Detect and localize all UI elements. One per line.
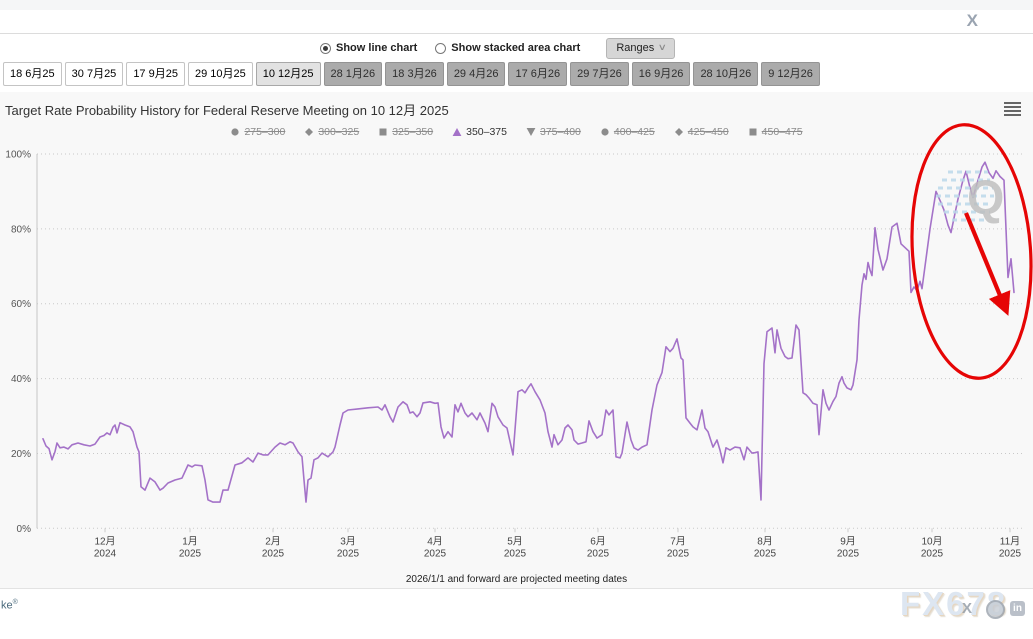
line-chart-radio-option[interactable]: Show line chart bbox=[320, 42, 417, 54]
svg-text:0%: 0% bbox=[17, 524, 32, 535]
circle-marker-icon bbox=[601, 128, 609, 136]
svg-text:60%: 60% bbox=[11, 299, 31, 310]
chart-footnote: 2026/1/1 and forward are projected meeti… bbox=[405, 574, 628, 585]
meeting-date-tab[interactable]: 29 10月25 bbox=[187, 62, 253, 86]
svg-text:11月: 11月 bbox=[1000, 535, 1020, 547]
square-marker-icon bbox=[749, 128, 757, 136]
meeting-date-tab[interactable]: 28 10月26 bbox=[693, 62, 759, 86]
circle-marker-icon bbox=[231, 128, 240, 136]
svg-text:7月: 7月 bbox=[670, 535, 686, 547]
stacked-area-radio[interactable] bbox=[435, 42, 447, 54]
square-marker-icon bbox=[379, 128, 387, 136]
ranges-dropdown-label: Ranges bbox=[616, 41, 655, 54]
legend-item[interactable]: 325–350 bbox=[378, 126, 433, 138]
line-chart-radio-label: Show line chart bbox=[336, 42, 418, 54]
legend-label: 425–450 bbox=[687, 126, 729, 138]
svg-text:80%: 80% bbox=[11, 224, 31, 235]
stacked-area-radio-label: Show stacked area chart bbox=[451, 42, 581, 54]
meeting-date-tab[interactable]: 10 12月25 bbox=[255, 62, 321, 86]
probability-chart-svg: 0%20%40%60%80%100%12月20241月20252月20253月2… bbox=[5, 123, 1033, 559]
svg-text:2025: 2025 bbox=[424, 548, 447, 559]
circle-social-icon bbox=[986, 600, 1005, 619]
svg-text:20%: 20% bbox=[11, 449, 31, 460]
close-icon[interactable]: X bbox=[966, 11, 978, 30]
partial-brand-text: ke® bbox=[1, 599, 18, 612]
diamond-marker-icon bbox=[674, 128, 683, 136]
svg-text:10月: 10月 bbox=[921, 535, 942, 547]
svg-text:2025: 2025 bbox=[921, 548, 944, 559]
meeting-date-tab[interactable]: 9 12月26 bbox=[761, 62, 820, 86]
triangle-up-marker-icon bbox=[452, 128, 462, 136]
q-watermark: Q bbox=[967, 172, 1004, 225]
legend-label: 325–350 bbox=[392, 126, 434, 138]
meeting-date-tab[interactable]: 18 3月26 bbox=[385, 62, 444, 86]
chevron-down-icon: ∨ bbox=[657, 42, 668, 52]
legend-label: 400–425 bbox=[613, 126, 655, 138]
svg-text:8月: 8月 bbox=[757, 535, 773, 547]
svg-text:100%: 100% bbox=[5, 150, 31, 161]
svg-text:2025: 2025 bbox=[179, 548, 202, 559]
svg-text:2025: 2025 bbox=[504, 548, 527, 559]
svg-text:2025: 2025 bbox=[262, 548, 285, 559]
chart-panel: Target Rate Probability History for Fede… bbox=[0, 92, 1033, 589]
annotation-arrow bbox=[964, 212, 1011, 316]
svg-text:2025: 2025 bbox=[837, 548, 860, 559]
x-social-icon: X bbox=[962, 600, 973, 617]
svg-text:4月: 4月 bbox=[427, 535, 443, 547]
legend-item[interactable]: 400–425 bbox=[600, 126, 655, 138]
legend-item[interactable]: 375–400 bbox=[526, 126, 581, 138]
linkedin-icon: in bbox=[1010, 601, 1025, 616]
top-strip bbox=[0, 0, 1033, 10]
ranges-dropdown[interactable]: Ranges ∨ bbox=[606, 37, 675, 59]
meeting-date-tab[interactable]: 17 9月25 bbox=[126, 62, 185, 86]
legend-label: 275–300 bbox=[244, 126, 286, 138]
svg-text:2025: 2025 bbox=[754, 548, 777, 559]
annotation-ellipse bbox=[910, 123, 1033, 380]
meeting-date-tab[interactable]: 29 7月26 bbox=[570, 62, 629, 86]
meeting-date-tab[interactable]: 30 7月25 bbox=[64, 62, 124, 86]
legend-item[interactable]: 450–475 bbox=[748, 126, 803, 138]
svg-text:5月: 5月 bbox=[507, 535, 523, 547]
legend-label: 350–375 bbox=[466, 126, 507, 138]
hamburger-menu-icon[interactable] bbox=[1004, 102, 1021, 118]
diamond-marker-icon bbox=[305, 128, 314, 136]
meeting-date-tab[interactable]: 28 1月26 bbox=[323, 62, 383, 86]
meeting-date-tab[interactable]: 17 6月26 bbox=[508, 62, 568, 86]
legend-item[interactable]: 300–325 bbox=[304, 126, 359, 138]
legend-item[interactable]: 425–450 bbox=[674, 126, 729, 138]
triangle-down-marker-icon bbox=[526, 128, 536, 136]
svg-text:2025: 2025 bbox=[999, 548, 1022, 559]
stacked-area-radio-option[interactable]: Show stacked area chart bbox=[435, 42, 580, 54]
legend-label: 375–400 bbox=[540, 126, 581, 138]
svg-text:12月: 12月 bbox=[94, 535, 115, 547]
svg-text:2025: 2025 bbox=[337, 548, 360, 559]
meeting-date-tabs: 18 6月25 30 7月25 17 9月25 29 10月25 10 12月25 28 … bbox=[3, 62, 820, 86]
legend-label: 300–325 bbox=[318, 126, 360, 138]
legend-label: 450–475 bbox=[761, 126, 803, 138]
svg-text:6月: 6月 bbox=[590, 535, 606, 547]
meeting-date-tab[interactable]: 18 6月25 bbox=[3, 62, 62, 86]
svg-text:1月: 1月 bbox=[182, 535, 198, 547]
legend-item[interactable]: 275–300 bbox=[230, 126, 285, 138]
chart-title: Target Rate Probability History for Fede… bbox=[5, 103, 449, 118]
svg-text:2024: 2024 bbox=[94, 548, 117, 559]
svg-text:9月: 9月 bbox=[840, 535, 856, 547]
svg-text:2025: 2025 bbox=[667, 548, 690, 559]
svg-text:2025: 2025 bbox=[587, 548, 610, 559]
svg-text:3月: 3月 bbox=[340, 535, 356, 547]
svg-text:40%: 40% bbox=[11, 374, 31, 385]
svg-text:2月: 2月 bbox=[265, 535, 281, 547]
line-chart-radio[interactable] bbox=[320, 42, 331, 54]
meeting-date-tab[interactable]: 16 9月26 bbox=[631, 62, 691, 86]
chart-legend: 275–300 300–325 325–350 350–375 375–400 400–4… bbox=[0, 126, 1033, 138]
header-divider bbox=[0, 33, 1033, 34]
legend-item[interactable]: 350–375 bbox=[452, 126, 507, 138]
meeting-date-tab[interactable]: 29 4月26 bbox=[446, 62, 506, 86]
chart-type-controls: Show line chart Show stacked area chart … bbox=[320, 37, 675, 59]
